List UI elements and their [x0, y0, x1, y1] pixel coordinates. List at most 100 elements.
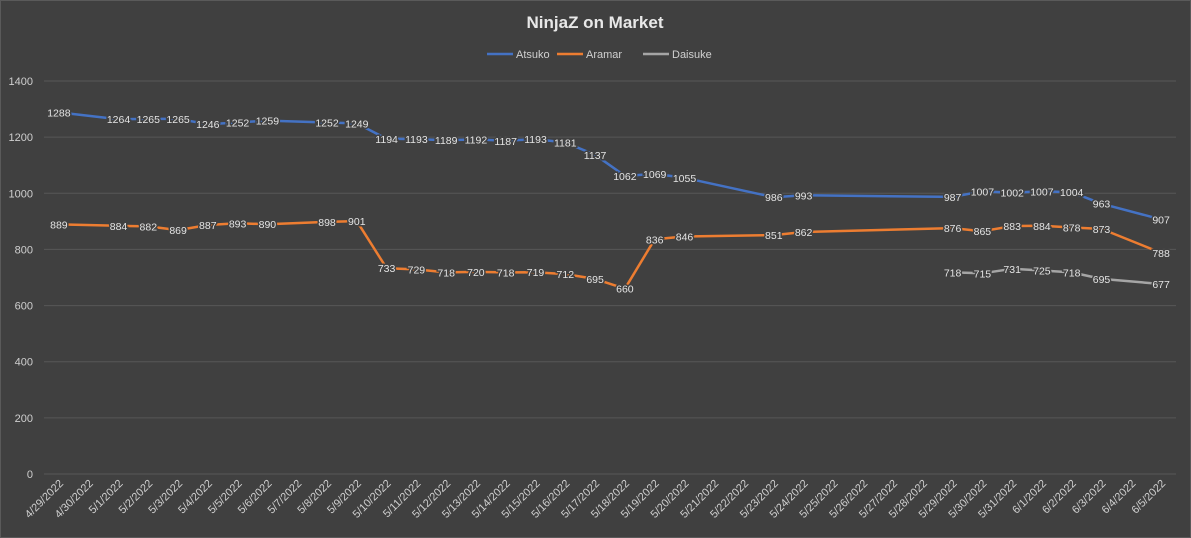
data-point [266, 223, 268, 225]
data-point [803, 231, 805, 233]
data-label: 1252 [226, 118, 250, 130]
data-label: 1069 [643, 169, 667, 181]
data-point [594, 278, 596, 280]
data-label: 846 [676, 232, 694, 244]
data-label: 720 [467, 267, 485, 279]
data-label: 1007 [971, 186, 995, 198]
data-point [356, 220, 358, 222]
data-label: 893 [229, 218, 247, 230]
data-point [1101, 228, 1102, 230]
data-label: 963 [1093, 199, 1111, 211]
data-label: 1265 [166, 114, 190, 126]
data-point [445, 271, 447, 273]
data-point [237, 222, 239, 224]
data-label: 1137 [584, 150, 607, 162]
y-tick-label: 1400 [9, 76, 33, 88]
data-point [624, 288, 626, 290]
data-point [952, 196, 954, 198]
data-point [952, 227, 954, 229]
data-label: 715 [974, 268, 992, 280]
data-point [505, 140, 507, 142]
y-tick-label: 1200 [9, 132, 33, 144]
data-point [147, 118, 149, 120]
data-label: 1193 [405, 134, 428, 146]
data-label: 887 [199, 220, 217, 232]
gridlines [44, 80, 1176, 475]
data-point [386, 138, 388, 140]
data-point [1071, 271, 1073, 273]
y-axis: 0 200 400 600 800 1000 1200 1400 [9, 76, 33, 481]
data-point [207, 123, 209, 125]
data-point [684, 236, 685, 237]
data-point [1160, 218, 1162, 220]
data-point [475, 271, 477, 273]
data-label: 993 [795, 190, 813, 202]
data-label: 660 [616, 284, 634, 296]
data-labels: 1288 1264 1265 1265 1246 1252 1259 1252 1249 1194… [46, 106, 1172, 297]
data-point [952, 271, 954, 273]
data-point [535, 271, 536, 273]
data-point [1041, 190, 1043, 192]
data-point [386, 267, 388, 269]
data-point [654, 238, 656, 240]
data-label: 731 [1003, 264, 1021, 276]
data-label: 901 [348, 216, 366, 228]
data-label: 1193 [524, 134, 547, 146]
data-point [1011, 268, 1013, 270]
legend: Atsuko Aramar Daisuke [487, 49, 712, 61]
data-label: 1007 [1030, 186, 1054, 198]
data-label: 882 [140, 221, 158, 233]
data-label: 695 [1093, 274, 1111, 286]
data-label: 1252 [315, 118, 339, 130]
data-label: 1264 [107, 114, 131, 126]
data-point [266, 120, 268, 122]
data-point [445, 139, 447, 141]
data-label: 1002 [1001, 188, 1025, 200]
data-label: 1259 [256, 116, 280, 128]
data-point [326, 221, 328, 223]
data-label: 1062 [613, 171, 637, 183]
data-point [415, 268, 417, 270]
data-point [564, 142, 566, 143]
data-point [356, 122, 358, 124]
y-tick-label: 800 [15, 244, 33, 256]
data-label: 677 [1152, 279, 1170, 291]
data-label: 851 [765, 230, 783, 242]
data-point [1101, 203, 1102, 205]
data-label: 729 [408, 264, 426, 276]
data-label: 1181 [554, 138, 577, 150]
chart-title: NinjaZ on Market [527, 13, 664, 32]
data-point [1011, 225, 1013, 227]
data-point [147, 225, 149, 227]
data-label: 986 [765, 192, 783, 204]
y-tick-label: 200 [15, 413, 33, 425]
data-label: 898 [318, 217, 336, 229]
data-label: 1265 [137, 114, 161, 126]
data-point [1101, 278, 1102, 280]
data-point [58, 223, 60, 225]
y-tick-label: 1000 [9, 188, 33, 200]
data-point [1041, 225, 1043, 227]
data-point [981, 230, 983, 232]
data-label: 1288 [47, 107, 71, 119]
data-point [1160, 283, 1162, 285]
data-point [1041, 270, 1043, 271]
y-tick-label: 0 [27, 469, 33, 481]
data-label: 884 [1033, 221, 1051, 233]
data-point [773, 196, 775, 198]
legend-label: Atsuko [516, 49, 550, 61]
data-label: 889 [50, 219, 68, 231]
data-point [118, 118, 119, 120]
data-point [177, 118, 179, 120]
data-label: 1189 [435, 135, 458, 147]
data-label: 725 [1033, 266, 1051, 278]
data-label: 862 [795, 227, 813, 239]
data-label: 884 [110, 221, 128, 233]
data-label: 718 [944, 267, 962, 279]
data-point [177, 229, 179, 231]
data-label: 1004 [1060, 187, 1084, 199]
data-label: 876 [944, 223, 962, 235]
data-label: 878 [1063, 223, 1081, 235]
